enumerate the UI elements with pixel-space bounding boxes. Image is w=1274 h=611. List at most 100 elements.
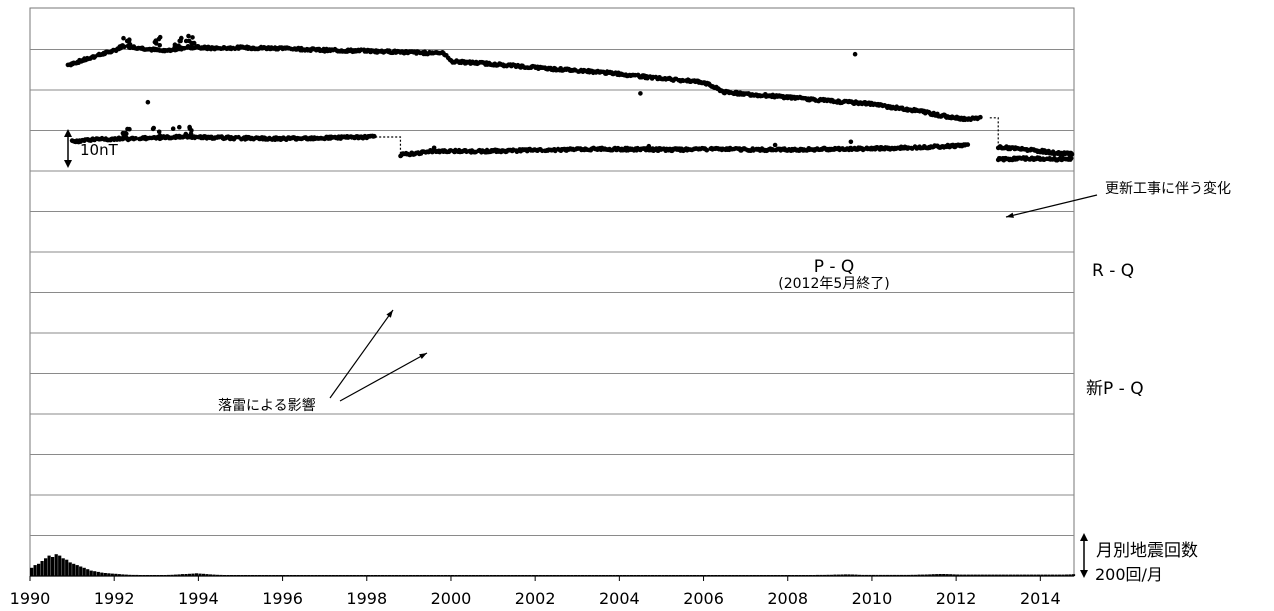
bar (787, 575, 791, 576)
bar (1068, 574, 1072, 576)
bar (650, 575, 655, 576)
earthquake-bars (30, 554, 1076, 576)
data-point (372, 133, 377, 139)
bar (293, 575, 297, 576)
bar (61, 558, 65, 576)
data-point (125, 126, 130, 132)
bar (444, 575, 448, 576)
bar (412, 575, 416, 576)
bar (54, 554, 58, 576)
bar (728, 575, 732, 576)
bar (945, 574, 949, 576)
bar (535, 575, 539, 576)
data-point (1068, 155, 1074, 161)
bar (661, 575, 665, 576)
bar (212, 574, 216, 576)
bar (763, 575, 767, 576)
bar (170, 574, 174, 576)
bar (1040, 574, 1044, 576)
arrow-head (1080, 533, 1088, 541)
bar-series-label: 月別地震回数 (1096, 541, 1198, 561)
bar (79, 566, 83, 576)
bar (622, 575, 627, 576)
bar (180, 574, 185, 576)
bar (738, 575, 742, 576)
outlier-point (646, 143, 652, 149)
bar (251, 575, 255, 576)
bar (1061, 574, 1065, 576)
bar (370, 575, 374, 576)
bar (938, 574, 942, 576)
bar (356, 575, 360, 576)
bar (903, 574, 907, 576)
annotation-arrow (329, 309, 394, 399)
arrow-head (64, 160, 72, 168)
bar (654, 575, 658, 576)
x-tick-label: 2012 (936, 589, 977, 608)
bar (149, 575, 153, 576)
bar (415, 575, 420, 576)
bar (377, 575, 381, 576)
bar (805, 575, 809, 576)
data-point (127, 37, 132, 42)
step-connector (989, 117, 999, 147)
bar (1005, 574, 1009, 576)
scale-label: 10nT (80, 141, 119, 159)
data-point (122, 44, 127, 50)
x-tick-label: 2000 (431, 589, 472, 608)
bar (791, 575, 795, 576)
bar (584, 575, 588, 576)
bar (166, 574, 171, 576)
bar (107, 573, 111, 576)
bar (893, 574, 897, 576)
bar (682, 575, 686, 576)
bar (840, 574, 844, 576)
bar (110, 573, 114, 576)
bar (345, 575, 349, 576)
bar (230, 575, 234, 576)
bar (398, 575, 402, 576)
bar (103, 573, 107, 576)
bar (864, 574, 869, 576)
data-point (120, 130, 126, 136)
bar (647, 575, 651, 576)
bar (984, 574, 988, 576)
bar (693, 575, 697, 576)
bar (721, 575, 725, 576)
bar (408, 575, 413, 576)
bar (928, 574, 932, 576)
x-tick-label: 2014 (1020, 589, 1061, 608)
bar (44, 558, 48, 576)
bar (636, 575, 641, 576)
bar (461, 575, 465, 576)
bar (503, 575, 507, 576)
bar (731, 575, 735, 576)
bar (879, 574, 883, 576)
bar (566, 575, 570, 576)
bar (72, 563, 76, 576)
data-point (127, 42, 133, 47)
bar (366, 575, 371, 576)
bar (324, 575, 328, 576)
bar (629, 575, 634, 576)
bar (268, 575, 272, 576)
data-point (704, 147, 710, 153)
bar (275, 575, 279, 576)
bar (226, 575, 230, 576)
bar (30, 567, 34, 576)
bar (261, 575, 265, 576)
bar (500, 575, 504, 576)
data-point (178, 38, 183, 44)
bar (201, 573, 206, 576)
data-point (978, 114, 983, 120)
bar (135, 574, 139, 576)
bar (215, 574, 220, 576)
bar (286, 575, 290, 576)
bar (1029, 574, 1034, 576)
bar (475, 575, 479, 576)
bar (1064, 574, 1069, 576)
bar (524, 575, 528, 576)
bar (338, 575, 342, 576)
bar (222, 575, 227, 576)
